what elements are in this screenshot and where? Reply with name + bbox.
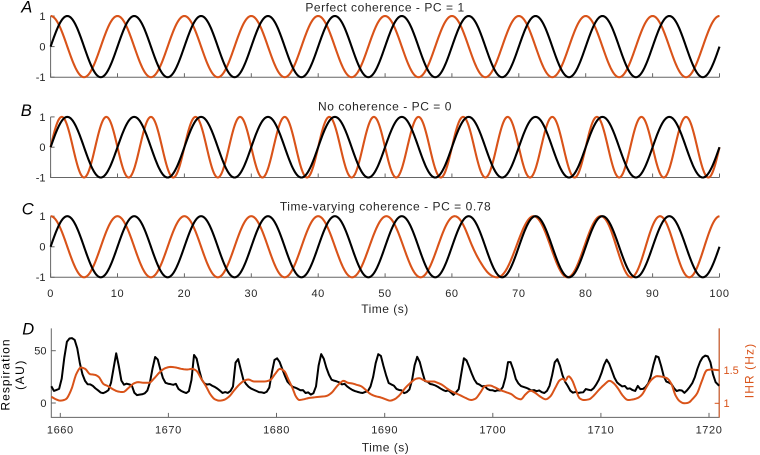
svg-text:60: 60 [445, 288, 458, 300]
svg-text:90: 90 [646, 288, 659, 300]
svg-text:Perfect coherence - PC = 1: Perfect coherence - PC = 1 [305, 1, 464, 15]
svg-text:(AU): (AU) [13, 359, 27, 390]
svg-text:50: 50 [34, 346, 46, 358]
svg-text:0: 0 [39, 42, 45, 54]
svg-text:1700: 1700 [479, 425, 506, 437]
svg-text:-1: -1 [36, 172, 46, 184]
svg-text:70: 70 [512, 288, 525, 300]
svg-text:IHR (Hz): IHR (Hz) [743, 343, 757, 398]
svg-text:Time (s): Time (s) [362, 441, 410, 455]
svg-text:Respiration: Respiration [0, 338, 13, 410]
svg-text:100: 100 [709, 288, 729, 300]
svg-text:1680: 1680 [263, 425, 290, 437]
svg-text:30: 30 [245, 288, 258, 300]
svg-text:1660: 1660 [47, 425, 74, 437]
svg-text:80: 80 [579, 288, 592, 300]
svg-text:50: 50 [378, 288, 391, 300]
svg-text:C: C [22, 201, 34, 219]
svg-text:1.5: 1.5 [724, 365, 739, 377]
svg-text:20: 20 [178, 288, 191, 300]
svg-text:0: 0 [40, 398, 46, 410]
svg-text:Time-varying coherence - PC =: Time-varying coherence - PC = 0.78 [280, 200, 491, 214]
svg-text:-1: -1 [36, 272, 46, 284]
svg-text:1690: 1690 [371, 425, 398, 437]
svg-text:1670: 1670 [155, 425, 182, 437]
svg-text:40: 40 [311, 288, 324, 300]
svg-text:10: 10 [111, 288, 124, 300]
svg-text:0: 0 [47, 288, 54, 300]
svg-text:No coherence - PC = 0: No coherence - PC = 0 [318, 100, 452, 114]
svg-text:0: 0 [39, 242, 45, 254]
svg-text:D: D [22, 321, 34, 339]
svg-text:Time (s): Time (s) [361, 302, 409, 316]
svg-text:1: 1 [39, 11, 45, 23]
svg-text:1710: 1710 [587, 425, 614, 437]
svg-text:-1: -1 [36, 72, 46, 84]
svg-text:A: A [20, 0, 32, 17]
svg-text:1720: 1720 [696, 425, 723, 437]
svg-text:1: 1 [39, 211, 45, 223]
svg-text:0: 0 [39, 142, 45, 154]
svg-text:1: 1 [39, 112, 45, 124]
svg-text:1: 1 [724, 398, 730, 410]
svg-text:B: B [21, 102, 32, 120]
